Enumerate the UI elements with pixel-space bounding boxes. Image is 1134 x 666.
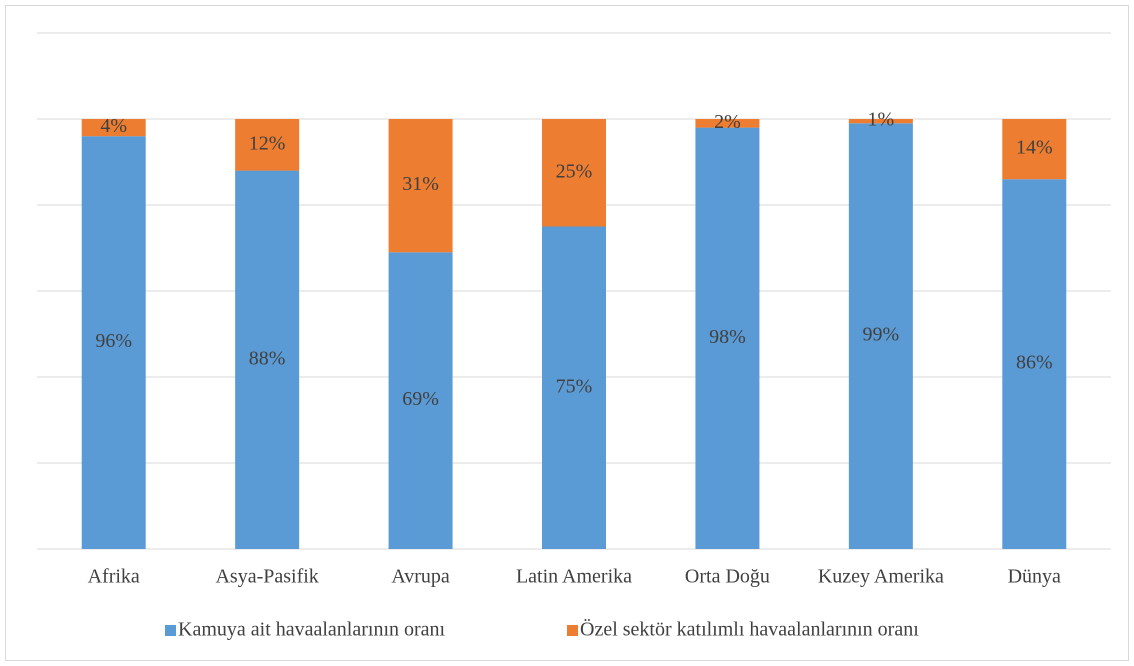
x-tick-label: Orta Doğu (685, 566, 770, 588)
legend-swatch (567, 625, 578, 636)
bar-segment (542, 226, 606, 549)
data-label: 86% (1016, 352, 1053, 374)
bar-segment (848, 123, 913, 550)
bar-segment (388, 252, 453, 550)
data-label: 4% (100, 115, 127, 137)
data-label: 14% (1016, 137, 1053, 159)
data-label: 75% (556, 375, 593, 397)
bar-segment (1002, 119, 1067, 180)
bar-segment (388, 119, 453, 253)
legend-swatch (165, 625, 176, 636)
bar-segment (848, 119, 913, 124)
data-label: 31% (402, 173, 439, 195)
data-label: 25% (556, 160, 593, 182)
data-label: 1% (868, 109, 895, 131)
data-label: 99% (863, 324, 900, 346)
data-label: 12% (249, 132, 286, 154)
legend-label: Özel sektör katılımlı havaalanlarının or… (580, 618, 919, 641)
data-label: 96% (95, 330, 132, 352)
bar-segment (81, 136, 146, 549)
data-label: 2% (714, 111, 741, 133)
bar-segment (1002, 179, 1067, 549)
x-tick-label: Avrupa (391, 566, 450, 588)
bar-segment (695, 127, 760, 549)
x-tick-label: Latin Amerika (516, 566, 632, 588)
bar-segment (235, 170, 300, 549)
x-tick-label: Kuzey Amerika (818, 566, 944, 588)
x-tick-label: Dünya (1008, 566, 1061, 588)
bar-segment (695, 119, 760, 128)
x-tick-label: Afrika (88, 566, 140, 588)
bar-segment (235, 119, 300, 171)
legend-label: Kamuya ait havaalanlarının oranı (178, 619, 446, 641)
data-label: 88% (249, 347, 286, 369)
data-label: 98% (709, 326, 746, 348)
bar-segment (542, 119, 606, 227)
data-label: 69% (402, 388, 439, 410)
x-tick-label: Asya-Pasifik (215, 566, 318, 588)
bar-segment (81, 119, 146, 137)
